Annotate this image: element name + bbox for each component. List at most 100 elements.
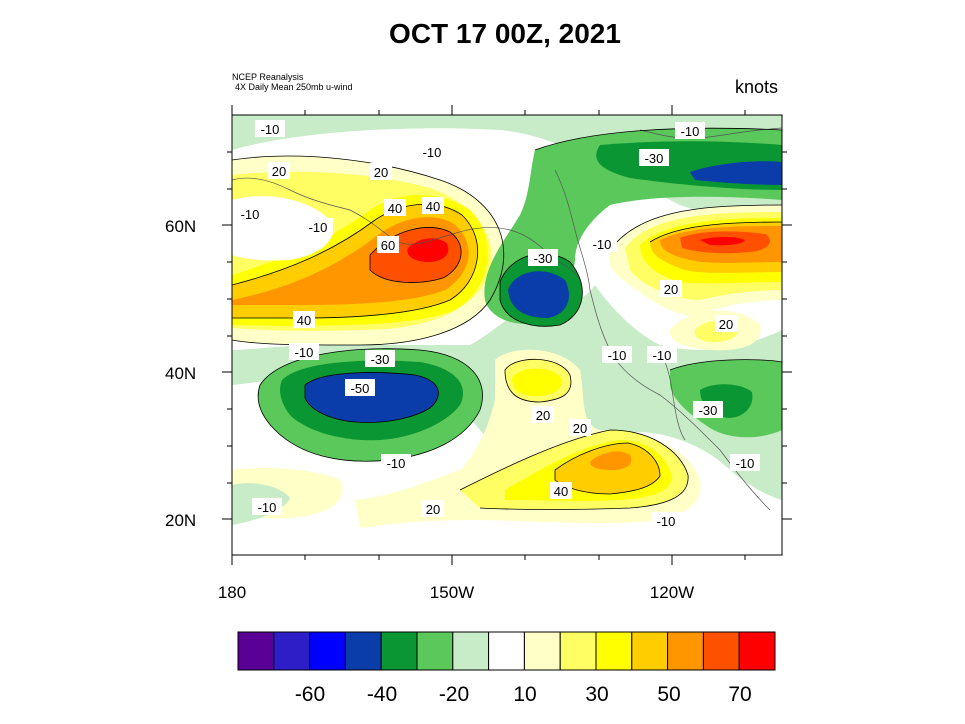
contour-label: -30 — [534, 251, 553, 266]
colorbar-label-1: -40 — [367, 683, 397, 706]
data-source-note: NCEP Reanalysis 4X Daily Mean 250mb u-wi… — [232, 72, 353, 92]
y-tick-20n: 20N — [165, 511, 196, 530]
contour-label: -10 — [258, 500, 277, 515]
contour-label-bg — [422, 500, 444, 517]
colorbar-swatch — [452, 631, 490, 671]
contour-label: -30 — [371, 352, 390, 367]
contour-label-bg — [377, 236, 399, 253]
contour-label-bg — [365, 350, 395, 367]
contour-label: 40 — [554, 484, 568, 499]
contour-label-bg — [384, 199, 406, 216]
colorbar-swatch — [523, 631, 561, 671]
y-tick-60n: 60N — [165, 217, 196, 236]
contour-label-bg — [345, 379, 375, 396]
contour-label-bg — [417, 143, 447, 160]
contour-label: 20 — [573, 421, 587, 436]
contour-label-bg — [660, 280, 682, 297]
contour-label: 20 — [272, 164, 286, 179]
contour-label: 40 — [426, 199, 440, 214]
contour-label-bg — [730, 454, 760, 471]
colorbar-swatch — [702, 631, 740, 671]
colorbar-label-2: -20 — [439, 683, 469, 706]
colorbar-label-4: 30 — [585, 683, 608, 706]
colorbar-label-6: 70 — [728, 683, 751, 706]
contour-label-bg — [715, 315, 737, 332]
colorbar-swatch — [237, 631, 275, 671]
contour-label-bg — [252, 498, 282, 515]
contour-label-bg — [293, 311, 315, 328]
colorbar-swatch — [488, 631, 525, 671]
contour-label: -10 — [423, 145, 442, 160]
contour-label-bg — [569, 419, 591, 436]
contour-label: 60 — [381, 238, 395, 253]
filled-contours — [232, 115, 782, 555]
contour-label: 20 — [719, 317, 733, 332]
colorbar-swatch — [667, 631, 704, 671]
x-tick-180: 180 — [218, 583, 246, 602]
colorbar-labels: -60 -40 -20 10 30 50 70 — [295, 683, 752, 706]
contour-label: -10 — [608, 348, 627, 363]
colorbar-swatch — [595, 631, 633, 671]
axis-labels: 60N 40N 20N 180 150W 120W — [165, 217, 694, 602]
contour-label-bg — [370, 163, 392, 180]
contour-label: 20 — [536, 408, 550, 423]
contour-label-bg — [268, 162, 290, 179]
y-tick-40n: 40N — [165, 364, 196, 383]
contour-label: 20 — [426, 502, 440, 517]
units-label: knots — [735, 77, 779, 97]
colorbar — [237, 631, 776, 671]
colorbar-label-5: 50 — [657, 683, 680, 706]
contour-label-bg — [528, 249, 558, 266]
contour-label: -10 — [387, 456, 406, 471]
contour-label: -30 — [699, 403, 718, 418]
contour-label: -10 — [309, 220, 328, 235]
source-line-1: NCEP Reanalysis — [232, 72, 304, 82]
source-line-2: 4X Daily Mean 250mb u-wind — [235, 82, 353, 92]
colorbar-swatch — [559, 631, 597, 671]
contour-label: -50 — [351, 381, 370, 396]
map-title: OCT 17 00Z, 2021 — [389, 18, 621, 49]
contour-label: -10 — [657, 514, 676, 529]
contour-label: -10 — [241, 207, 260, 222]
contour-label-bg — [587, 235, 617, 252]
contour-label-bg — [235, 205, 265, 222]
colorbar-label-0: -60 — [295, 683, 325, 706]
contour-label-bg — [639, 149, 669, 166]
contour-label-bg — [381, 454, 411, 471]
plot-frame — [222, 105, 792, 565]
contour-label-bg — [303, 218, 333, 235]
contour-label-bg — [602, 346, 632, 363]
contour-label: 40 — [297, 313, 311, 328]
colorbar-swatch — [631, 631, 669, 671]
contour-label-bg — [651, 512, 681, 529]
contour-label: -30 — [645, 151, 664, 166]
contour-label-bg — [255, 120, 285, 137]
contour-label: -10 — [736, 456, 755, 471]
contour-lines — [232, 127, 782, 510]
contour-labels: -10 -10 -10 -10 -10 -10 -10 -10 -10 -10 -10 -10 -10 2… — [235, 120, 760, 529]
contour-label: -10 — [261, 122, 280, 137]
contour-label-bg — [550, 482, 572, 499]
colorbar-label-3: 10 — [513, 683, 536, 706]
colorbar-swatch — [344, 631, 382, 671]
x-tick-150w: 150W — [430, 583, 474, 602]
contour-label-bg — [693, 401, 723, 418]
colorbar-swatch — [416, 631, 454, 671]
colorbar-swatch — [273, 631, 311, 671]
colorbar-swatch — [380, 631, 418, 671]
contour-label: -10 — [295, 345, 314, 360]
contour-label-bg — [422, 197, 444, 214]
colorbar-swatch — [738, 631, 776, 671]
contour-label-bg — [289, 343, 319, 360]
contour-label: 20 — [664, 282, 678, 297]
contour-label: -10 — [653, 348, 672, 363]
colorbar-swatch — [309, 631, 346, 671]
contour-label-bg — [675, 122, 705, 139]
contour-label: 20 — [374, 165, 388, 180]
contour-label-bg — [532, 406, 554, 423]
x-tick-120w: 120W — [650, 583, 694, 602]
contour-label: -10 — [593, 237, 612, 252]
contour-label-bg — [647, 346, 677, 363]
contour-label: 40 — [388, 201, 402, 216]
